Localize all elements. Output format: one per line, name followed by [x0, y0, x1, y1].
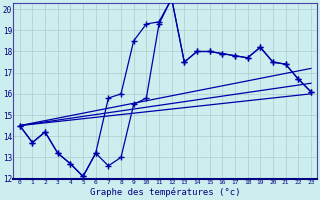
X-axis label: Graphe des températures (°c): Graphe des températures (°c) [90, 188, 241, 197]
